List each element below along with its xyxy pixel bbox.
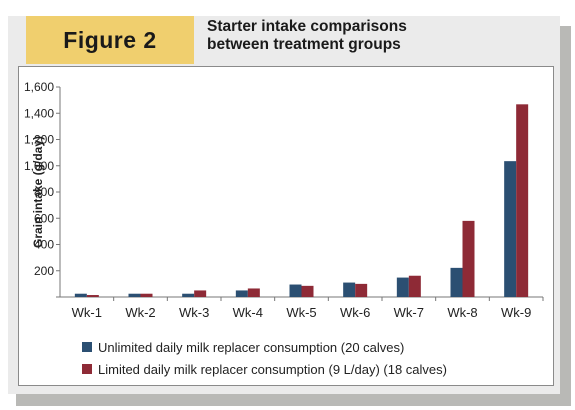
y-axis-title: Grain intake (g/day) bbox=[31, 136, 45, 248]
x-tick-label: Wk-2 bbox=[125, 305, 155, 320]
bar-limited bbox=[355, 283, 368, 297]
y-tick-label: 1,000 bbox=[24, 159, 54, 173]
bar-unlimited bbox=[450, 267, 463, 297]
y-tick-label: 600 bbox=[34, 211, 54, 225]
bar-unlimited bbox=[396, 277, 409, 297]
figure-title: Starter intake comparisons between treat… bbox=[207, 18, 507, 54]
x-tick-label: Wk-7 bbox=[394, 305, 424, 320]
y-tick-label: 1,200 bbox=[24, 133, 54, 147]
bar-unlimited bbox=[504, 161, 517, 297]
figure-label: Figure 2 bbox=[26, 16, 194, 64]
x-tick-label: Wk-9 bbox=[501, 305, 531, 320]
legend-label-unlimited: Unlimited daily milk replacer consumptio… bbox=[98, 339, 405, 355]
legend: Unlimited daily milk replacer consumptio… bbox=[82, 338, 447, 382]
y-tick-label: 800 bbox=[34, 185, 54, 199]
bar-unlimited bbox=[343, 282, 356, 297]
bar-limited bbox=[462, 220, 475, 297]
x-tick-label: Wk-1 bbox=[72, 305, 102, 320]
bar-unlimited bbox=[289, 284, 302, 297]
y-tick-label: 1,400 bbox=[24, 106, 54, 120]
x-tick-label: Wk-6 bbox=[340, 305, 370, 320]
x-tick-label: Wk-3 bbox=[179, 305, 209, 320]
y-tick-label: 200 bbox=[34, 264, 54, 278]
bar-limited bbox=[247, 288, 260, 297]
x-tick-label: Wk-5 bbox=[286, 305, 316, 320]
figure-title-line-2: between treatment groups bbox=[207, 36, 401, 53]
bar-unlimited bbox=[235, 290, 248, 297]
y-tick-label: 1,600 bbox=[24, 80, 54, 94]
bar-limited bbox=[140, 293, 153, 297]
legend-item-limited: Limited daily milk replacer consumption … bbox=[82, 360, 447, 378]
bar-limited bbox=[301, 285, 314, 297]
y-tick-label: 400 bbox=[34, 238, 54, 252]
bar-limited bbox=[516, 104, 529, 297]
x-tick-label: Wk-8 bbox=[447, 305, 477, 320]
bar-limited bbox=[408, 275, 421, 297]
legend-label-limited: Limited daily milk replacer consumption … bbox=[98, 361, 447, 377]
bar-unlimited bbox=[182, 293, 195, 297]
legend-swatch-unlimited bbox=[82, 342, 92, 352]
legend-item-unlimited: Unlimited daily milk replacer consumptio… bbox=[82, 338, 447, 356]
bar-unlimited bbox=[128, 293, 141, 297]
bar-limited bbox=[86, 295, 99, 297]
figure-title-line-1: Starter intake comparisons bbox=[207, 18, 407, 35]
bar-limited bbox=[194, 290, 207, 297]
legend-swatch-limited bbox=[82, 364, 92, 374]
bar-unlimited bbox=[74, 293, 87, 297]
x-tick-label: Wk-4 bbox=[233, 305, 263, 320]
